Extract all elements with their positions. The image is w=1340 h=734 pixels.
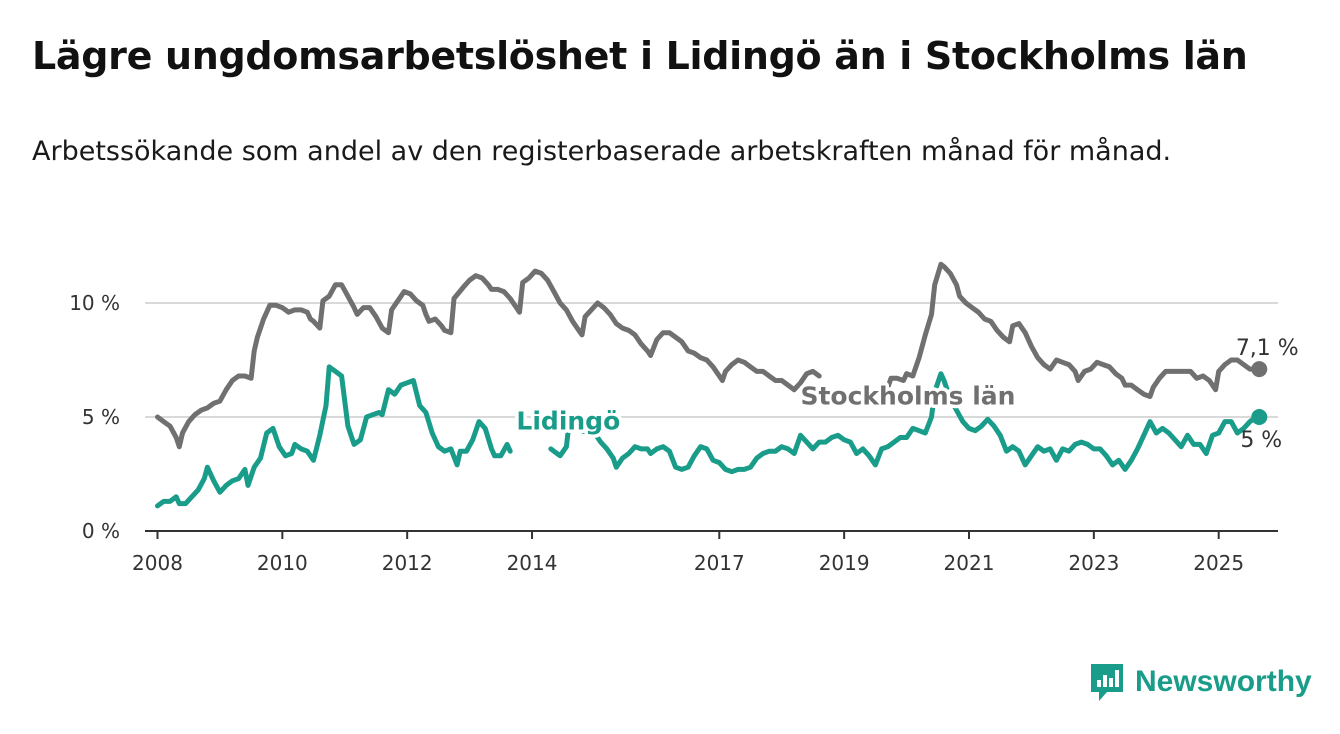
chart-subtitle: Arbetssökande som andel av den registerb… [32,136,1172,167]
x-tick-label: 2012 [382,551,433,575]
x-tick-label: 2008 [132,551,183,575]
series-line-lidingo [155,364,513,509]
end-value-label-stockholms-lan: 7,1 % [1236,336,1299,361]
series-line-stockholms-lan [885,261,1262,399]
gridlines [145,302,1278,419]
newsworthy-logo-icon [1091,664,1123,701]
chart-title: Lägre ungdomsarbetslöshet i Lidingö än i… [32,34,1248,78]
x-tick-label: 2017 [694,551,745,575]
y-tick-label: 10 % [69,291,120,315]
x-tick-label: 2025 [1193,551,1244,575]
end-point-lidingo [1251,409,1268,426]
series-label-stockholms-lan: Stockholms län [800,381,1015,410]
series-line-stockholms-lan [155,268,822,450]
brand-logo: Newsworthy [1089,660,1312,704]
x-tick-label: 2014 [507,551,558,575]
series-labels: Stockholms län Lidingö 7,1 % 5 % [513,336,1299,453]
series-label-lidingo: Lidingö [516,407,620,436]
series-line-lidingo [548,371,1262,475]
brand-name: Newsworthy [1135,665,1312,698]
x-tick-label: 2023 [1068,551,1119,575]
series-lines [155,261,1268,509]
end-point-stockholms-lan [1251,361,1268,378]
x-tick-label: 2010 [257,551,308,575]
axes: 0 % 5 % 10 % 2008 2010 2012 2014 2017 2019 2021 20… [69,291,1278,575]
y-tick-label: 5 % [82,405,120,429]
x-tick-label: 2019 [819,551,870,575]
end-value-label-lidingo: 5 % [1240,428,1282,453]
y-tick-label: 0 % [82,519,120,543]
x-tick-label: 2021 [944,551,995,575]
